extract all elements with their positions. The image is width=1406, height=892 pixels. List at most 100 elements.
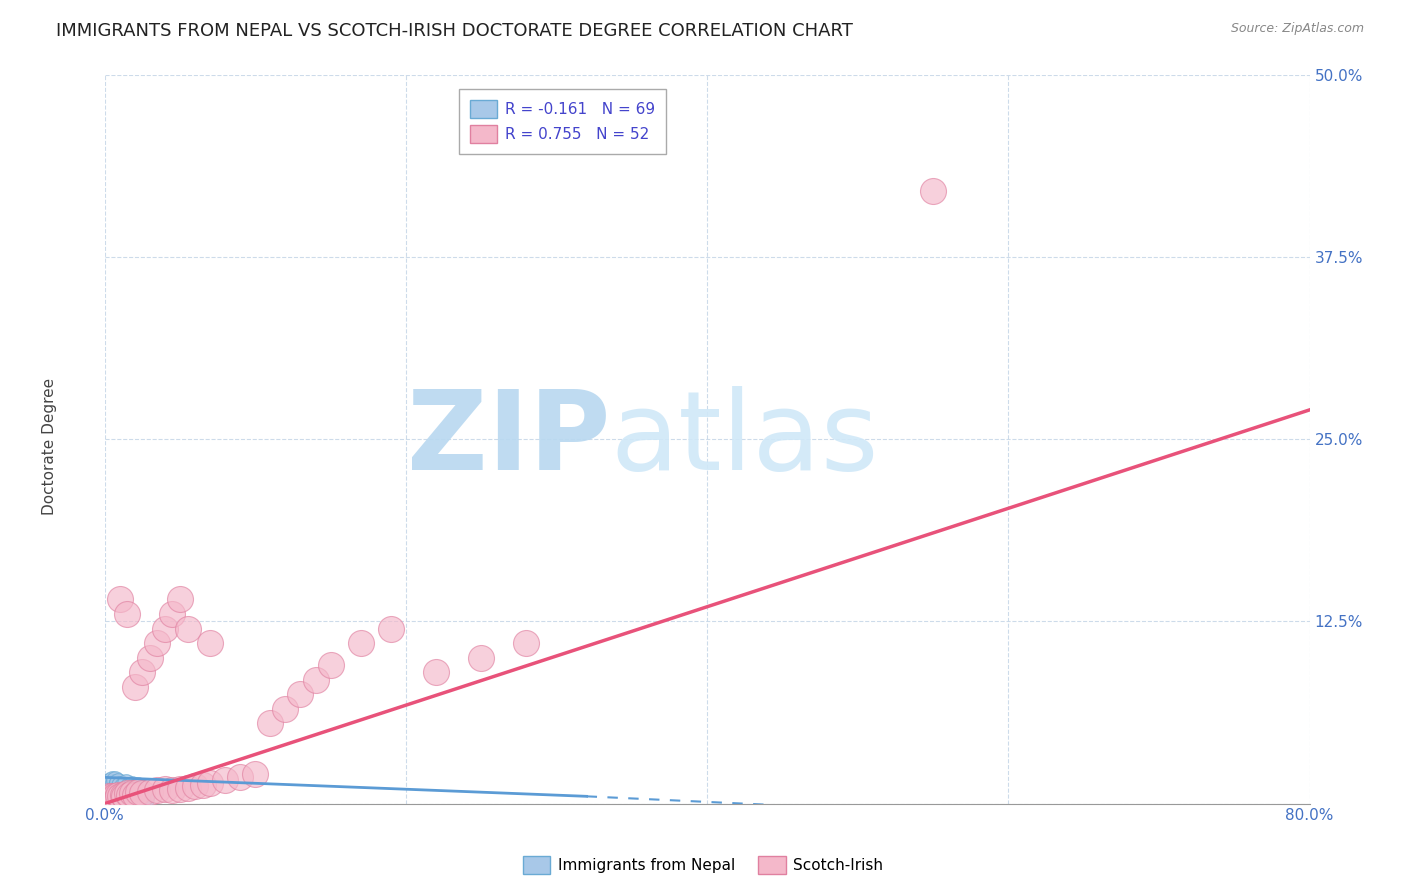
Point xyxy=(214,773,236,788)
Point xyxy=(100,780,122,795)
Point xyxy=(162,783,184,797)
Point xyxy=(98,789,121,804)
Point xyxy=(103,792,125,806)
Point xyxy=(98,794,121,808)
Point xyxy=(101,773,124,788)
Point xyxy=(127,779,149,793)
Point xyxy=(124,789,146,804)
Point xyxy=(131,786,153,800)
Point xyxy=(153,782,176,797)
Point xyxy=(100,792,122,806)
Text: atlas: atlas xyxy=(610,385,879,492)
Point xyxy=(169,592,191,607)
Text: Doctorate Degree: Doctorate Degree xyxy=(42,377,56,515)
Point xyxy=(111,779,134,793)
Text: Source: ZipAtlas.com: Source: ZipAtlas.com xyxy=(1230,22,1364,36)
Point xyxy=(108,789,131,804)
Point xyxy=(100,792,122,806)
Point xyxy=(108,789,131,804)
Point xyxy=(110,786,132,800)
Point xyxy=(98,789,121,804)
Point xyxy=(922,184,945,198)
Point xyxy=(111,788,134,802)
Point xyxy=(100,786,122,800)
Point xyxy=(111,790,134,805)
Point xyxy=(104,794,127,808)
Point xyxy=(100,778,122,792)
Point xyxy=(103,782,125,797)
Point xyxy=(259,716,281,731)
Point xyxy=(117,785,139,799)
Point xyxy=(101,783,124,797)
Point xyxy=(98,783,121,797)
Point xyxy=(104,785,127,799)
Point xyxy=(121,778,143,792)
Point xyxy=(108,792,131,806)
Point xyxy=(107,794,129,808)
Point xyxy=(105,778,128,792)
Point xyxy=(117,607,139,621)
Point xyxy=(470,650,492,665)
Point xyxy=(96,792,118,806)
Point xyxy=(107,788,129,802)
Point xyxy=(104,773,127,788)
Point xyxy=(97,785,120,799)
Point xyxy=(198,776,221,790)
Point xyxy=(198,636,221,650)
Point xyxy=(107,790,129,805)
Point xyxy=(118,786,141,800)
Point xyxy=(101,789,124,804)
Point xyxy=(162,607,184,621)
Point xyxy=(124,788,146,802)
Point xyxy=(105,792,128,806)
Point xyxy=(319,658,342,673)
Point xyxy=(153,622,176,636)
Point xyxy=(169,782,191,797)
Point xyxy=(425,665,447,680)
Point xyxy=(97,794,120,808)
Point xyxy=(97,779,120,793)
Point xyxy=(107,786,129,800)
Text: ZIP: ZIP xyxy=(408,385,610,492)
Point xyxy=(114,776,136,790)
Point xyxy=(184,779,207,793)
Point xyxy=(124,680,146,694)
Point xyxy=(117,786,139,800)
Legend: R = -0.161   N = 69, R = 0.755   N = 52: R = -0.161 N = 69, R = 0.755 N = 52 xyxy=(460,89,666,153)
Point xyxy=(108,592,131,607)
Point xyxy=(304,673,326,687)
Point xyxy=(139,785,162,799)
Point xyxy=(101,790,124,805)
Point xyxy=(146,636,169,650)
Point xyxy=(112,788,135,802)
Point xyxy=(104,786,127,800)
Point xyxy=(350,636,373,650)
Point xyxy=(105,780,128,795)
Point xyxy=(101,794,124,808)
Point xyxy=(103,776,125,790)
Point xyxy=(105,792,128,806)
Point xyxy=(107,783,129,797)
Point xyxy=(111,783,134,797)
Point xyxy=(245,767,267,781)
Point xyxy=(191,778,214,792)
Point xyxy=(96,782,118,797)
Point xyxy=(97,790,120,805)
Point xyxy=(121,786,143,800)
Point xyxy=(131,790,153,805)
Point xyxy=(103,790,125,805)
Point xyxy=(107,774,129,789)
Point xyxy=(97,790,120,805)
Point xyxy=(290,687,312,701)
Point xyxy=(146,783,169,797)
Legend: Immigrants from Nepal, Scotch-Irish: Immigrants from Nepal, Scotch-Irish xyxy=(516,850,890,880)
Point xyxy=(105,790,128,805)
Point xyxy=(131,665,153,680)
Point xyxy=(117,792,139,806)
Point xyxy=(176,780,198,795)
Point xyxy=(124,780,146,795)
Point xyxy=(112,788,135,802)
Point xyxy=(134,792,156,806)
Point xyxy=(124,792,146,806)
Point xyxy=(176,622,198,636)
